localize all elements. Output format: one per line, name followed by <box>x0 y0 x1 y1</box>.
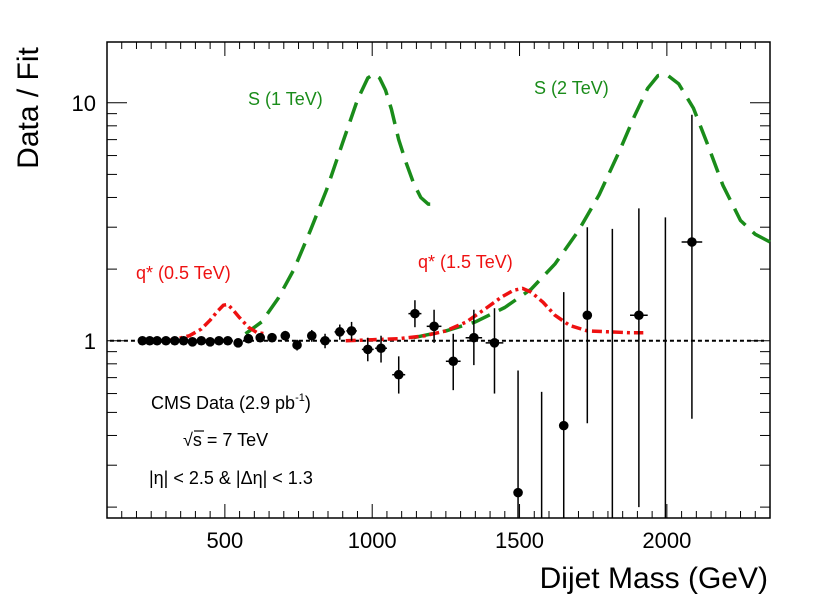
data-point <box>362 344 373 355</box>
data-point <box>634 310 644 321</box>
signal-curve-3 <box>345 286 644 343</box>
data-point <box>223 335 233 346</box>
data-point <box>187 336 198 347</box>
label-s-1tev: S (1 TeV) <box>248 89 323 109</box>
data-point <box>469 332 479 343</box>
info-box: CMS Data (2.9 pb-1) √s = 7 TeV |η| < 2.5… <box>149 392 313 488</box>
data-point <box>161 335 171 346</box>
data-point <box>214 335 224 346</box>
data-point <box>489 338 500 348</box>
signal-curve-2 <box>165 302 267 343</box>
x-tick-label: 500 <box>207 528 244 553</box>
data-point <box>280 330 291 341</box>
x-axis-title: Dijet Mass (GeV) <box>540 562 768 595</box>
data-point <box>178 335 189 346</box>
label-s-2tev: S (2 TeV) <box>534 78 609 98</box>
data-point <box>137 335 148 346</box>
data-point <box>429 321 439 332</box>
data-point <box>306 330 317 341</box>
data-point <box>205 336 215 347</box>
data-point <box>233 338 243 348</box>
data-point <box>292 340 302 350</box>
data-point <box>152 335 162 346</box>
data-point <box>169 335 180 346</box>
tick-labels: 500 1000 1500 2000 1 10 <box>72 91 692 553</box>
data-point <box>393 369 404 380</box>
data-points <box>137 114 703 518</box>
signal-curve-1 <box>413 73 771 340</box>
info-line-cuts: |η| < 2.5 & |Δη| < 1.3 <box>149 468 313 488</box>
y-axis-title: Data / Fit <box>12 46 45 168</box>
data-point <box>410 308 420 319</box>
data-point <box>448 356 459 367</box>
info-line-energy: √s = 7 TeV <box>183 430 268 450</box>
data-point <box>346 326 357 336</box>
label-qstar-0-5tev: q* (0.5 TeV) <box>136 263 231 283</box>
data-point <box>558 420 569 431</box>
x-tick-label: 2000 <box>642 528 691 553</box>
signal-curves <box>165 72 771 343</box>
y-tick-label: 1 <box>84 329 96 354</box>
x-tick-label: 1000 <box>348 528 397 553</box>
label-qstar-1-5tev: q* (1.5 TeV) <box>418 252 513 272</box>
info-line-data: CMS Data (2.9 pb-1) <box>151 392 311 413</box>
data-point <box>267 332 277 343</box>
data-point <box>243 333 254 344</box>
data-point <box>376 343 386 354</box>
data-point <box>320 335 330 346</box>
y-tick-label: 10 <box>72 91 96 116</box>
plot-frame <box>106 41 771 519</box>
x-tick-label: 1500 <box>495 528 544 553</box>
data-point <box>255 332 266 343</box>
axis-ticks <box>107 42 771 518</box>
data-point <box>196 335 207 346</box>
data-point <box>687 237 697 247</box>
data-point <box>513 487 523 498</box>
data-point <box>582 310 593 321</box>
data-point <box>334 327 345 337</box>
signal-curve-0 <box>244 72 435 336</box>
data-point <box>144 335 155 346</box>
